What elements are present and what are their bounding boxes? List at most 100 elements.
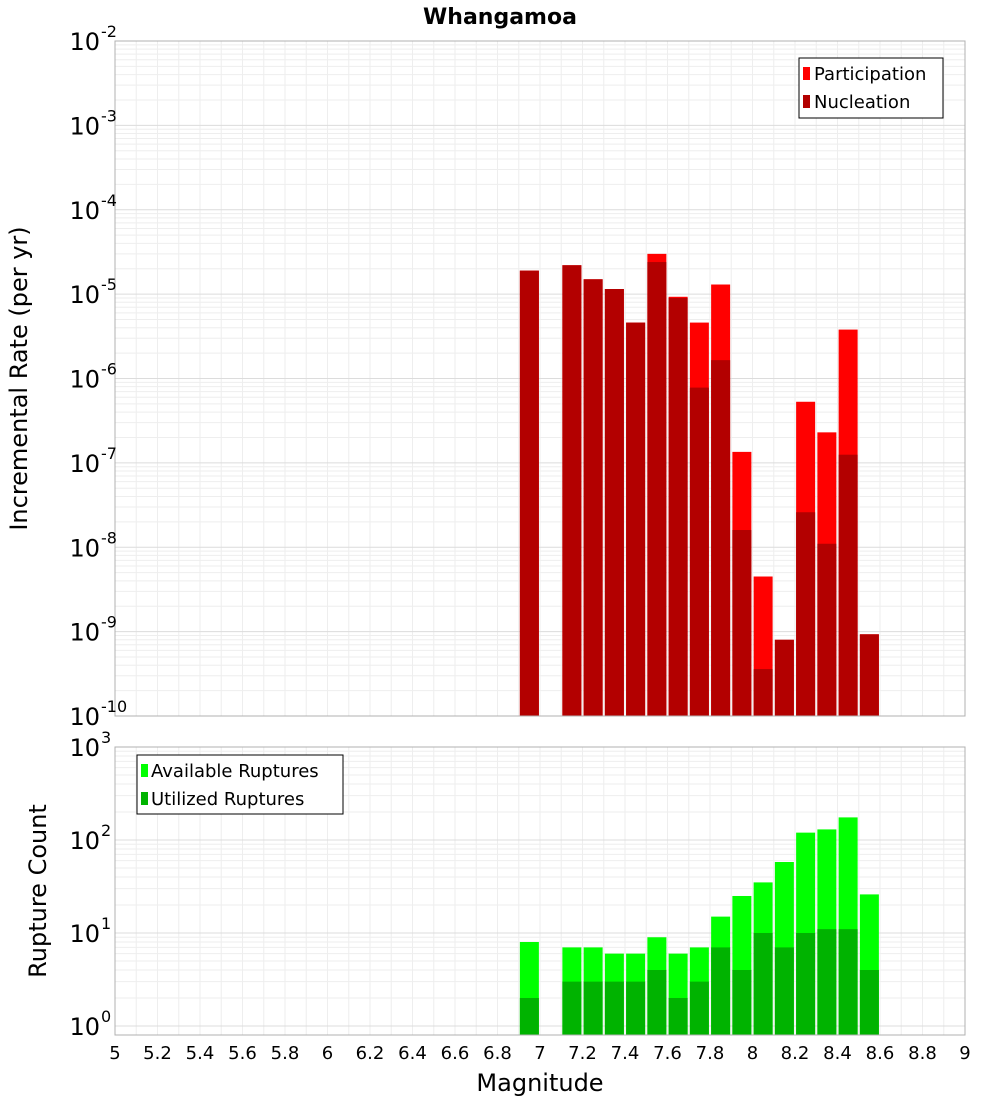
x-tick-label: 6.6 [441,1043,470,1064]
top-y-tick-label: 10 -2 [69,22,117,56]
svg-text:2: 2 [101,821,111,840]
bottom-utilized-ruptures-bar [626,981,646,1035]
x-tick-label: 6.4 [398,1043,427,1064]
svg-text:10: 10 [69,920,100,948]
bottom-utilized-ruptures-bar [562,981,582,1035]
top-nucleation-bar [796,512,816,716]
nucleation-legend-label: Nucleation [814,92,910,113]
top-nucleation-bar [711,360,731,716]
x-tick-label: 7.4 [611,1043,640,1064]
svg-text:-9: -9 [101,613,117,632]
bottom-utilized-ruptures-bar [753,932,773,1035]
bottom-utilized-ruptures-bar [668,997,688,1035]
svg-text:3: 3 [101,728,111,747]
svg-text:10: 10 [69,450,100,478]
top-nucleation-bar [774,639,794,716]
x-tick-label: 8.6 [866,1043,895,1064]
utilized-ruptures-legend-swatch [141,792,148,805]
bottom-utilized-ruptures-bar [732,969,752,1035]
bottom-utilized-ruptures-bar [774,947,794,1035]
top-nucleation-bar [626,322,646,716]
x-tick-label: 7 [534,1043,545,1064]
svg-text:10: 10 [69,619,100,647]
top-nucleation-bar [647,262,667,716]
svg-text:1: 1 [101,914,111,933]
top-nucleation-bar [859,634,879,716]
svg-text:0: 0 [101,1007,111,1026]
available-ruptures-legend-label: Available Ruptures [151,761,319,782]
bottom-bars [519,817,879,1035]
top-gridlines [114,41,966,717]
top-nucleation-bar [732,530,752,716]
x-tick-label: 7.6 [653,1043,682,1064]
top-y-tick-label: 10 -8 [69,528,117,562]
bottom-utilized-ruptures-bar [711,947,731,1035]
bottom-legend: Available Ruptures Utilized Ruptures [136,754,344,815]
bottom-plot-frame [114,746,966,1036]
utilized-ruptures-legend-label: Utilized Ruptures [151,789,304,810]
bottom-utilized-ruptures-bar [796,932,816,1035]
bottom-y-tick-label: 10 1 [69,914,111,948]
top-nucleation-bar [604,289,624,716]
top-plot-frame [114,40,966,717]
top-nucleation-bar [689,387,709,716]
top-nucleation-bar [753,669,773,716]
top-nucleation-bar [838,454,858,716]
svg-text:-8: -8 [101,528,117,547]
top-nucleation-bar [583,279,603,716]
top-legend: Participation Nucleation [798,57,944,119]
top-y-tick-label: 10 -10 [69,697,127,731]
bottom-utilized-ruptures-bar [838,929,858,1035]
top-nucleation-bar [562,265,582,716]
bottom-y-tick-label: 10 0 [69,1007,111,1041]
top-nucleation-bar [668,297,688,716]
svg-text:10: 10 [69,1013,100,1041]
participation-legend-label: Participation [814,64,926,85]
svg-text:10: 10 [69,281,100,309]
x-tick-label: 5.8 [271,1043,300,1064]
bottom-utilized-ruptures-bar [519,997,539,1035]
x-tick-label: 8.8 [908,1043,937,1064]
svg-text:10: 10 [69,734,100,762]
svg-text:10: 10 [69,112,100,140]
svg-text:-10: -10 [101,697,127,716]
top-bars [519,253,879,716]
bottom-y-axis-label: Rupture Count [24,804,52,978]
x-tick-label: 9 [959,1043,970,1064]
top-y-tick-label: 10 -6 [69,360,117,394]
bottom-y-tick-label: 10 3 [69,728,111,762]
bottom-utilized-ruptures-bar [689,981,709,1035]
top-y-axis-label: Incremental Rate (per yr) [5,226,33,530]
x-tick-label: 6 [322,1043,333,1064]
top-nucleation-bar [519,270,539,716]
top-y-tick-label: 10 -7 [69,444,117,478]
x-tick-label: 5 [109,1043,120,1064]
bottom-utilized-ruptures-bar [859,969,879,1035]
svg-text:-2: -2 [101,22,117,41]
x-axis-label: Magnitude [476,1069,603,1097]
x-tick-label: 7.2 [568,1043,597,1064]
x-tick-label: 5.6 [228,1043,257,1064]
nucleation-legend-swatch [803,95,810,108]
svg-text:10: 10 [69,534,100,562]
svg-text:-5: -5 [101,275,117,294]
svg-text:10: 10 [69,366,100,394]
svg-text:10: 10 [69,827,100,855]
bottom-legend-box [136,754,344,815]
chart-title: Whangamoa [423,5,577,30]
x-tick-labels: 5 5.2 5.4 5.6 5.8 6 6.2 6.4 6.6 6.8 7 7.2 7.4 7.6 7.8 8… [109,1043,970,1064]
x-tick-label: 8.4 [823,1043,852,1064]
bottom-utilized-ruptures-bar [583,981,603,1035]
available-ruptures-legend-swatch [141,764,148,777]
bottom-utilized-ruptures-bar [604,981,624,1035]
bottom-utilized-ruptures-bar [647,969,667,1035]
x-tick-label: 5.4 [186,1043,215,1064]
top-y-tick-label: 10 -9 [69,613,117,647]
svg-text:-6: -6 [101,360,117,379]
x-tick-label: 6.2 [356,1043,385,1064]
top-y-tick-label: 10 -4 [69,191,117,225]
x-tick-label: 8 [747,1043,758,1064]
